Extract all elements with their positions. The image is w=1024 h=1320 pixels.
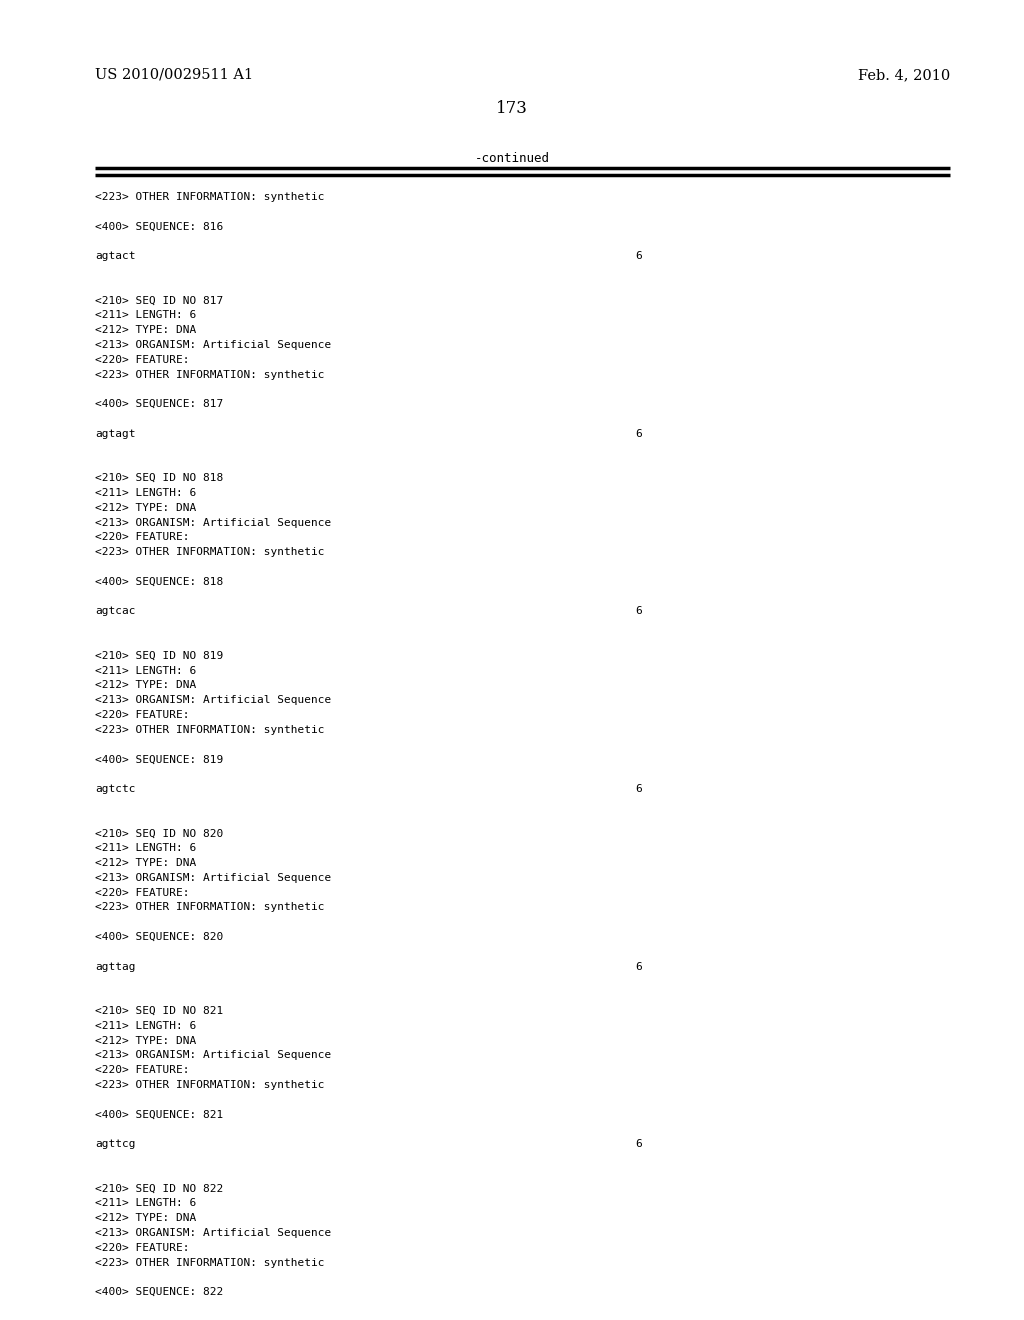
Text: <212> TYPE: DNA: <212> TYPE: DNA bbox=[95, 1036, 197, 1045]
Text: <400> SEQUENCE: 817: <400> SEQUENCE: 817 bbox=[95, 399, 223, 409]
Text: <220> FEATURE:: <220> FEATURE: bbox=[95, 532, 189, 543]
Text: <220> FEATURE:: <220> FEATURE: bbox=[95, 710, 189, 719]
Text: <223> OTHER INFORMATION: synthetic: <223> OTHER INFORMATION: synthetic bbox=[95, 903, 325, 912]
Text: <213> ORGANISM: Artificial Sequence: <213> ORGANISM: Artificial Sequence bbox=[95, 696, 331, 705]
Text: 6: 6 bbox=[635, 429, 642, 438]
Text: <213> ORGANISM: Artificial Sequence: <213> ORGANISM: Artificial Sequence bbox=[95, 517, 331, 528]
Text: 6: 6 bbox=[635, 251, 642, 261]
Text: <212> TYPE: DNA: <212> TYPE: DNA bbox=[95, 503, 197, 512]
Text: <212> TYPE: DNA: <212> TYPE: DNA bbox=[95, 858, 197, 869]
Text: agtcac: agtcac bbox=[95, 606, 135, 616]
Text: <223> OTHER INFORMATION: synthetic: <223> OTHER INFORMATION: synthetic bbox=[95, 191, 325, 202]
Text: agttag: agttag bbox=[95, 961, 135, 972]
Text: <212> TYPE: DNA: <212> TYPE: DNA bbox=[95, 325, 197, 335]
Text: <212> TYPE: DNA: <212> TYPE: DNA bbox=[95, 680, 197, 690]
Text: -continued: -continued bbox=[474, 152, 550, 165]
Text: <223> OTHER INFORMATION: synthetic: <223> OTHER INFORMATION: synthetic bbox=[95, 548, 325, 557]
Text: agtctc: agtctc bbox=[95, 784, 135, 795]
Text: US 2010/0029511 A1: US 2010/0029511 A1 bbox=[95, 69, 253, 82]
Text: <223> OTHER INFORMATION: synthetic: <223> OTHER INFORMATION: synthetic bbox=[95, 725, 325, 735]
Text: <211> LENGTH: 6: <211> LENGTH: 6 bbox=[95, 310, 197, 321]
Text: <212> TYPE: DNA: <212> TYPE: DNA bbox=[95, 1213, 197, 1224]
Text: <211> LENGTH: 6: <211> LENGTH: 6 bbox=[95, 665, 197, 676]
Text: agtact: agtact bbox=[95, 251, 135, 261]
Text: <223> OTHER INFORMATION: synthetic: <223> OTHER INFORMATION: synthetic bbox=[95, 1258, 325, 1267]
Text: Feb. 4, 2010: Feb. 4, 2010 bbox=[858, 69, 950, 82]
Text: <213> ORGANISM: Artificial Sequence: <213> ORGANISM: Artificial Sequence bbox=[95, 873, 331, 883]
Text: 6: 6 bbox=[635, 1139, 642, 1150]
Text: <211> LENGTH: 6: <211> LENGTH: 6 bbox=[95, 1020, 197, 1031]
Text: <211> LENGTH: 6: <211> LENGTH: 6 bbox=[95, 1199, 197, 1208]
Text: <210> SEQ ID NO 822: <210> SEQ ID NO 822 bbox=[95, 1184, 223, 1193]
Text: <220> FEATURE:: <220> FEATURE: bbox=[95, 1065, 189, 1076]
Text: <220> FEATURE:: <220> FEATURE: bbox=[95, 887, 189, 898]
Text: <210> SEQ ID NO 817: <210> SEQ ID NO 817 bbox=[95, 296, 223, 306]
Text: agttcg: agttcg bbox=[95, 1139, 135, 1150]
Text: <400> SEQUENCE: 819: <400> SEQUENCE: 819 bbox=[95, 755, 223, 764]
Text: <210> SEQ ID NO 818: <210> SEQ ID NO 818 bbox=[95, 473, 223, 483]
Text: <223> OTHER INFORMATION: synthetic: <223> OTHER INFORMATION: synthetic bbox=[95, 1080, 325, 1090]
Text: <210> SEQ ID NO 819: <210> SEQ ID NO 819 bbox=[95, 651, 223, 661]
Text: <210> SEQ ID NO 821: <210> SEQ ID NO 821 bbox=[95, 1006, 223, 1016]
Text: <213> ORGANISM: Artificial Sequence: <213> ORGANISM: Artificial Sequence bbox=[95, 341, 331, 350]
Text: <400> SEQUENCE: 821: <400> SEQUENCE: 821 bbox=[95, 1110, 223, 1119]
Text: 6: 6 bbox=[635, 961, 642, 972]
Text: <213> ORGANISM: Artificial Sequence: <213> ORGANISM: Artificial Sequence bbox=[95, 1228, 331, 1238]
Text: <400> SEQUENCE: 816: <400> SEQUENCE: 816 bbox=[95, 222, 223, 231]
Text: <400> SEQUENCE: 820: <400> SEQUENCE: 820 bbox=[95, 932, 223, 942]
Text: <210> SEQ ID NO 820: <210> SEQ ID NO 820 bbox=[95, 829, 223, 838]
Text: agtagt: agtagt bbox=[95, 429, 135, 438]
Text: <213> ORGANISM: Artificial Sequence: <213> ORGANISM: Artificial Sequence bbox=[95, 1051, 331, 1060]
Text: <211> LENGTH: 6: <211> LENGTH: 6 bbox=[95, 488, 197, 498]
Text: 6: 6 bbox=[635, 606, 642, 616]
Text: 6: 6 bbox=[635, 784, 642, 795]
Text: <211> LENGTH: 6: <211> LENGTH: 6 bbox=[95, 843, 197, 853]
Text: <400> SEQUENCE: 818: <400> SEQUENCE: 818 bbox=[95, 577, 223, 587]
Text: <400> SEQUENCE: 822: <400> SEQUENCE: 822 bbox=[95, 1287, 223, 1298]
Text: <223> OTHER INFORMATION: synthetic: <223> OTHER INFORMATION: synthetic bbox=[95, 370, 325, 380]
Text: 173: 173 bbox=[496, 100, 528, 117]
Text: <220> FEATURE:: <220> FEATURE: bbox=[95, 355, 189, 364]
Text: <220> FEATURE:: <220> FEATURE: bbox=[95, 1243, 189, 1253]
